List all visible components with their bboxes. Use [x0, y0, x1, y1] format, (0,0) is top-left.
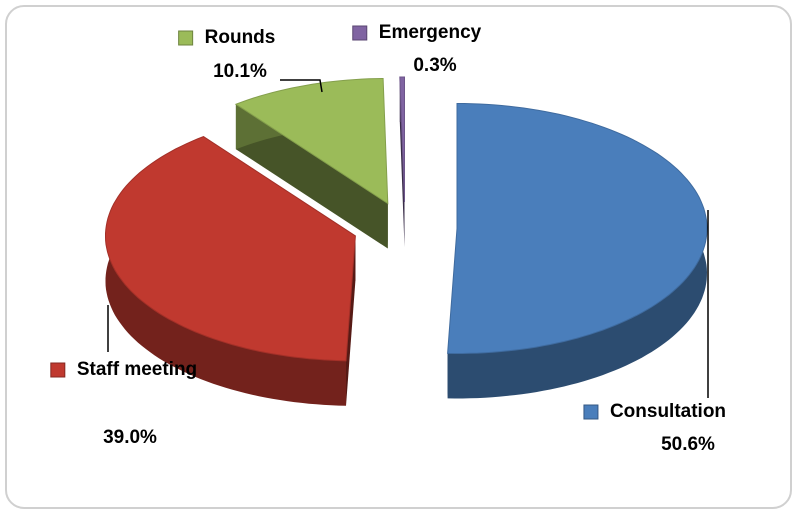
data-label: 0.3% — [413, 55, 456, 76]
slice-side — [235, 104, 388, 249]
slice — [447, 103, 708, 354]
legend-swatch — [583, 404, 599, 420]
legend-swatch — [352, 25, 368, 41]
data-label: 50.6% — [661, 434, 715, 455]
legend-label: Emergency — [379, 22, 482, 43]
slice — [105, 136, 356, 362]
legend-label: Staff meeting — [77, 359, 197, 380]
data-label: 39.0% — [103, 427, 157, 448]
pie — [105, 76, 708, 406]
slice — [234, 77, 389, 205]
legend-swatch — [178, 30, 194, 46]
leader-line — [280, 79, 323, 93]
legend-label: Consultation — [610, 401, 726, 422]
slice — [399, 76, 405, 203]
slice-side — [105, 136, 346, 406]
labels: Consultation 50.6% Staff meeting 39.0% Round… — [50, 22, 726, 455]
data-label: 10.1% — [213, 61, 267, 82]
legend-label: Rounds — [205, 27, 276, 48]
legend-swatch — [50, 362, 66, 378]
